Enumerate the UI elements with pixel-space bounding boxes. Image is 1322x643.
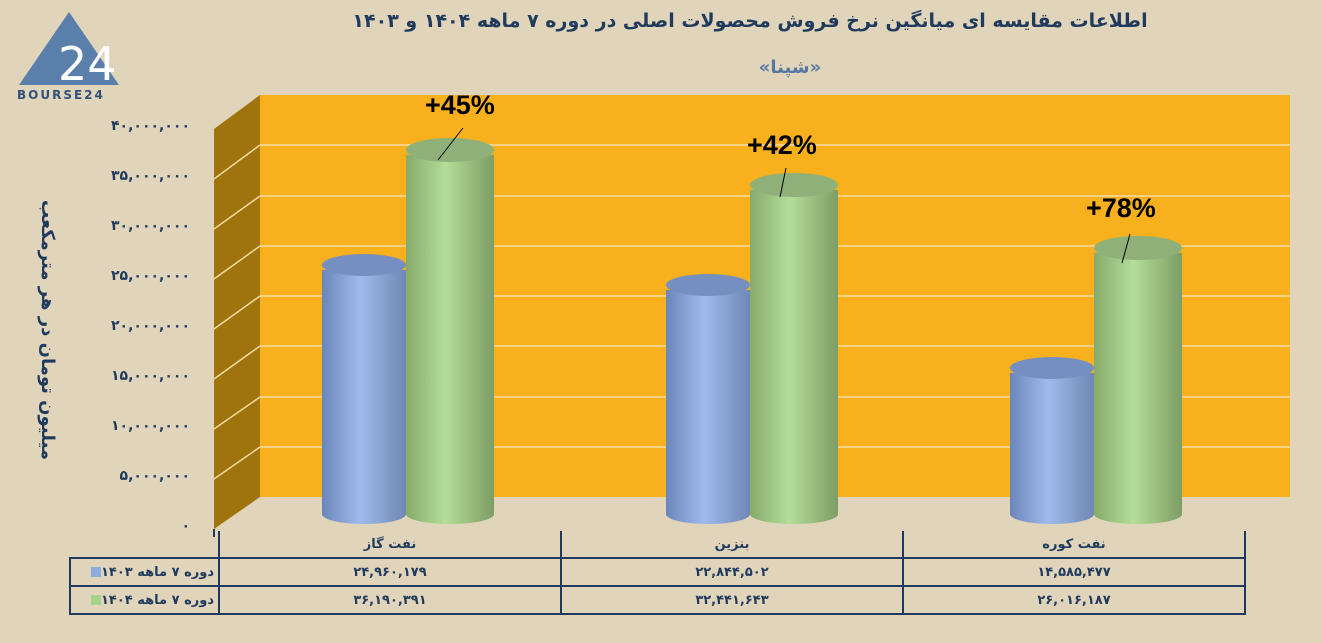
bar-1403-naft-kureh	[1010, 373, 1094, 524]
y-tick-15m: ۱۵,۰۰۰,۰۰۰	[111, 368, 190, 384]
bar-1404-benzin	[750, 190, 838, 524]
legend-swatch-green-icon	[90, 595, 101, 605]
y-tick-30m: ۳۰,۰۰۰,۰۰۰	[111, 218, 190, 234]
y-tick-35m: ۳۵,۰۰۰,۰۰۰	[111, 168, 190, 184]
chart-title: اطلاعات مقایسه ای میانگین نرخ فروش محصول…	[352, 10, 1148, 32]
legend-1404: دوره ۷ ماهه ۱۴۰۴	[69, 585, 220, 615]
table-header-row: نفت گاز بنزین نفت کوره	[70, 531, 1246, 559]
bar-group-benzin	[666, 167, 838, 524]
pct-change-naft-kureh: +78%	[1086, 193, 1156, 223]
y-tick-20m: ۲۰,۰۰۰,۰۰۰	[111, 318, 190, 334]
bar-group-naft-gaz	[322, 127, 494, 524]
logo-text: BOURSE24	[17, 88, 105, 102]
table-row: دوره ۷ ماهه ۱۴۰۴ ۳۶,۱۹۰,۳۹۱ ۳۲,۴۴۱,۶۴۳ ۲…	[69, 585, 1246, 615]
table-cell: ۲۲,۸۴۴,۵۰۲	[560, 557, 904, 587]
category-naft-kureh: نفت کوره	[902, 531, 1246, 559]
y-tick-5m: ۵,۰۰۰,۰۰۰	[119, 468, 190, 484]
pct-change-benzin: +42%	[747, 130, 817, 160]
legend-swatch-blue-icon	[90, 567, 101, 577]
bar-1403-naft-gaz	[322, 270, 406, 524]
bourse24-logo-icon: 24	[19, 12, 119, 91]
table-cell: ۱۴,۵۸۵,۴۷۷	[902, 557, 1246, 587]
bar-group-naft-kureh	[1010, 233, 1182, 524]
data-table: نفت گاز بنزین نفت کوره دوره ۷ ماهه ۱۴۰۳ …	[69, 531, 1246, 615]
bar-1404-naft-kureh	[1094, 253, 1182, 524]
pct-change-naft-gaz: +45%	[425, 90, 495, 120]
table-cell: ۲۶,۰۱۶,۱۸۷	[902, 585, 1246, 615]
category-naft-gaz: نفت گاز	[218, 531, 562, 559]
bar-1404-naft-gaz	[406, 155, 494, 524]
chart-subtitle: «شپنا»	[758, 57, 822, 78]
y-tick-25m: ۲۵,۰۰۰,۰۰۰	[111, 268, 190, 284]
y-tick-40m: ۴۰,۰۰۰,۰۰۰	[111, 118, 190, 134]
y-tick-10m: ۱۰,۰۰۰,۰۰۰	[111, 418, 190, 434]
table-cell: ۳۲,۴۴۱,۶۴۳	[560, 585, 904, 615]
logo-mark: 24	[58, 37, 117, 91]
y-tick-0: ۰	[181, 518, 190, 534]
bar-1403-benzin	[666, 290, 750, 524]
table-cell: ۲۴,۹۶۰,۱۷۹	[218, 557, 562, 587]
legend-1403: دوره ۷ ماهه ۱۴۰۳	[69, 557, 220, 587]
category-benzin: بنزین	[560, 531, 904, 559]
table-cell: ۳۶,۱۹۰,۳۹۱	[218, 585, 562, 615]
legend-label: دوره ۷ ماهه ۱۴۰۳	[100, 564, 214, 580]
legend-label: دوره ۷ ماهه ۱۴۰۴	[100, 592, 214, 608]
table-row: دوره ۷ ماهه ۱۴۰۳ ۲۴,۹۶۰,۱۷۹ ۲۲,۸۴۴,۵۰۲ ۱…	[69, 557, 1246, 587]
